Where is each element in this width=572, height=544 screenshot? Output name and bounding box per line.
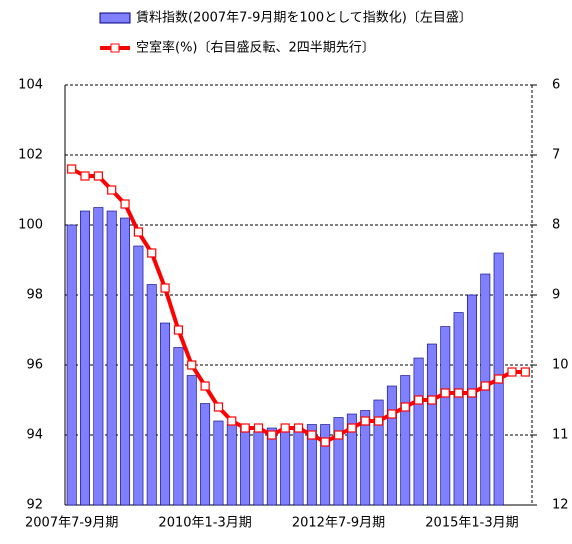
bar <box>200 403 211 506</box>
bar <box>413 357 424 506</box>
line-marker <box>93 171 103 181</box>
bar <box>400 375 411 506</box>
y2-tick-label: 9 <box>552 288 560 303</box>
legend-swatch <box>99 12 131 24</box>
y-tick-label: 98 <box>26 288 43 303</box>
line-marker <box>467 388 477 398</box>
line-marker <box>160 283 170 293</box>
bar <box>346 413 357 506</box>
line-marker <box>227 416 237 426</box>
legend-label: 賃料指数(2007年7-9月期を100として指数化)〔左目盛〕 <box>136 11 472 26</box>
y2-tick-label: 6 <box>552 78 560 93</box>
bar <box>306 424 317 506</box>
bar <box>93 207 104 506</box>
y2-tick-label: 10 <box>552 358 569 373</box>
bar <box>280 431 291 506</box>
line-marker <box>320 437 330 447</box>
bar <box>173 347 184 506</box>
bar <box>106 210 117 506</box>
line-marker <box>267 430 277 440</box>
line-marker <box>187 360 197 370</box>
bar <box>440 326 451 506</box>
line-marker <box>280 423 290 433</box>
bar <box>453 312 464 506</box>
y-tick-label: 96 <box>26 358 43 373</box>
bar <box>320 424 331 506</box>
line-marker <box>333 430 344 440</box>
y2-tick-label: 11 <box>552 428 569 443</box>
line-marker <box>213 402 224 412</box>
line-marker <box>67 164 77 174</box>
x-tick-label: 2015年1-3月期 <box>425 516 518 531</box>
line-marker <box>360 416 370 426</box>
x-tick-label: 2007年7-9月期 <box>25 516 118 531</box>
bar <box>360 410 371 506</box>
bar <box>120 217 131 506</box>
bar <box>66 224 77 506</box>
y-tick-label: 92 <box>26 498 43 513</box>
line-marker <box>173 325 184 335</box>
y-tick-label: 94 <box>26 428 43 443</box>
bar <box>226 424 237 506</box>
bar <box>160 322 171 506</box>
line-marker <box>454 388 464 398</box>
bar <box>293 427 304 506</box>
legend-swatch <box>110 43 120 53</box>
y-tick-label: 102 <box>18 148 43 163</box>
bar <box>373 399 384 506</box>
line-marker <box>307 430 317 440</box>
x-tick-label: 2012年7-9月期 <box>292 516 385 531</box>
line-marker <box>480 381 490 391</box>
y-tick-label: 104 <box>18 78 43 93</box>
line-marker <box>253 423 264 433</box>
bar <box>426 343 437 506</box>
bar <box>80 210 90 506</box>
line-marker <box>400 402 410 412</box>
line-marker <box>147 248 157 258</box>
x-tick-label: 2010年1-3月期 <box>158 516 251 531</box>
line-marker <box>520 367 530 377</box>
bar <box>133 245 144 506</box>
line-marker <box>494 374 504 384</box>
line-marker <box>133 227 143 237</box>
line-marker <box>107 185 117 195</box>
bar <box>266 427 277 506</box>
line-marker <box>120 199 130 209</box>
y2-tick-label: 8 <box>552 218 560 233</box>
bar <box>466 294 477 506</box>
bar <box>253 431 264 506</box>
bar <box>386 385 397 506</box>
y-tick-label: 100 <box>18 218 43 233</box>
bar <box>240 427 251 506</box>
line-marker <box>373 416 384 426</box>
bar <box>186 375 197 506</box>
line-marker <box>293 423 304 433</box>
line-marker <box>440 388 450 398</box>
line-marker <box>347 423 357 433</box>
legend-label: 空室率(%)〔右目盛反転、2四半期先行〕 <box>136 40 375 56</box>
line-marker <box>413 395 424 405</box>
bar <box>213 420 224 506</box>
bar <box>146 284 157 506</box>
y2-tick-label: 12 <box>552 498 569 513</box>
line-marker <box>507 367 517 377</box>
line-marker <box>80 171 90 181</box>
line-marker <box>427 395 437 405</box>
line-marker <box>200 381 210 391</box>
line-marker <box>387 409 397 419</box>
line-marker <box>240 423 250 433</box>
bar <box>333 417 344 506</box>
y2-tick-label: 7 <box>552 148 560 163</box>
